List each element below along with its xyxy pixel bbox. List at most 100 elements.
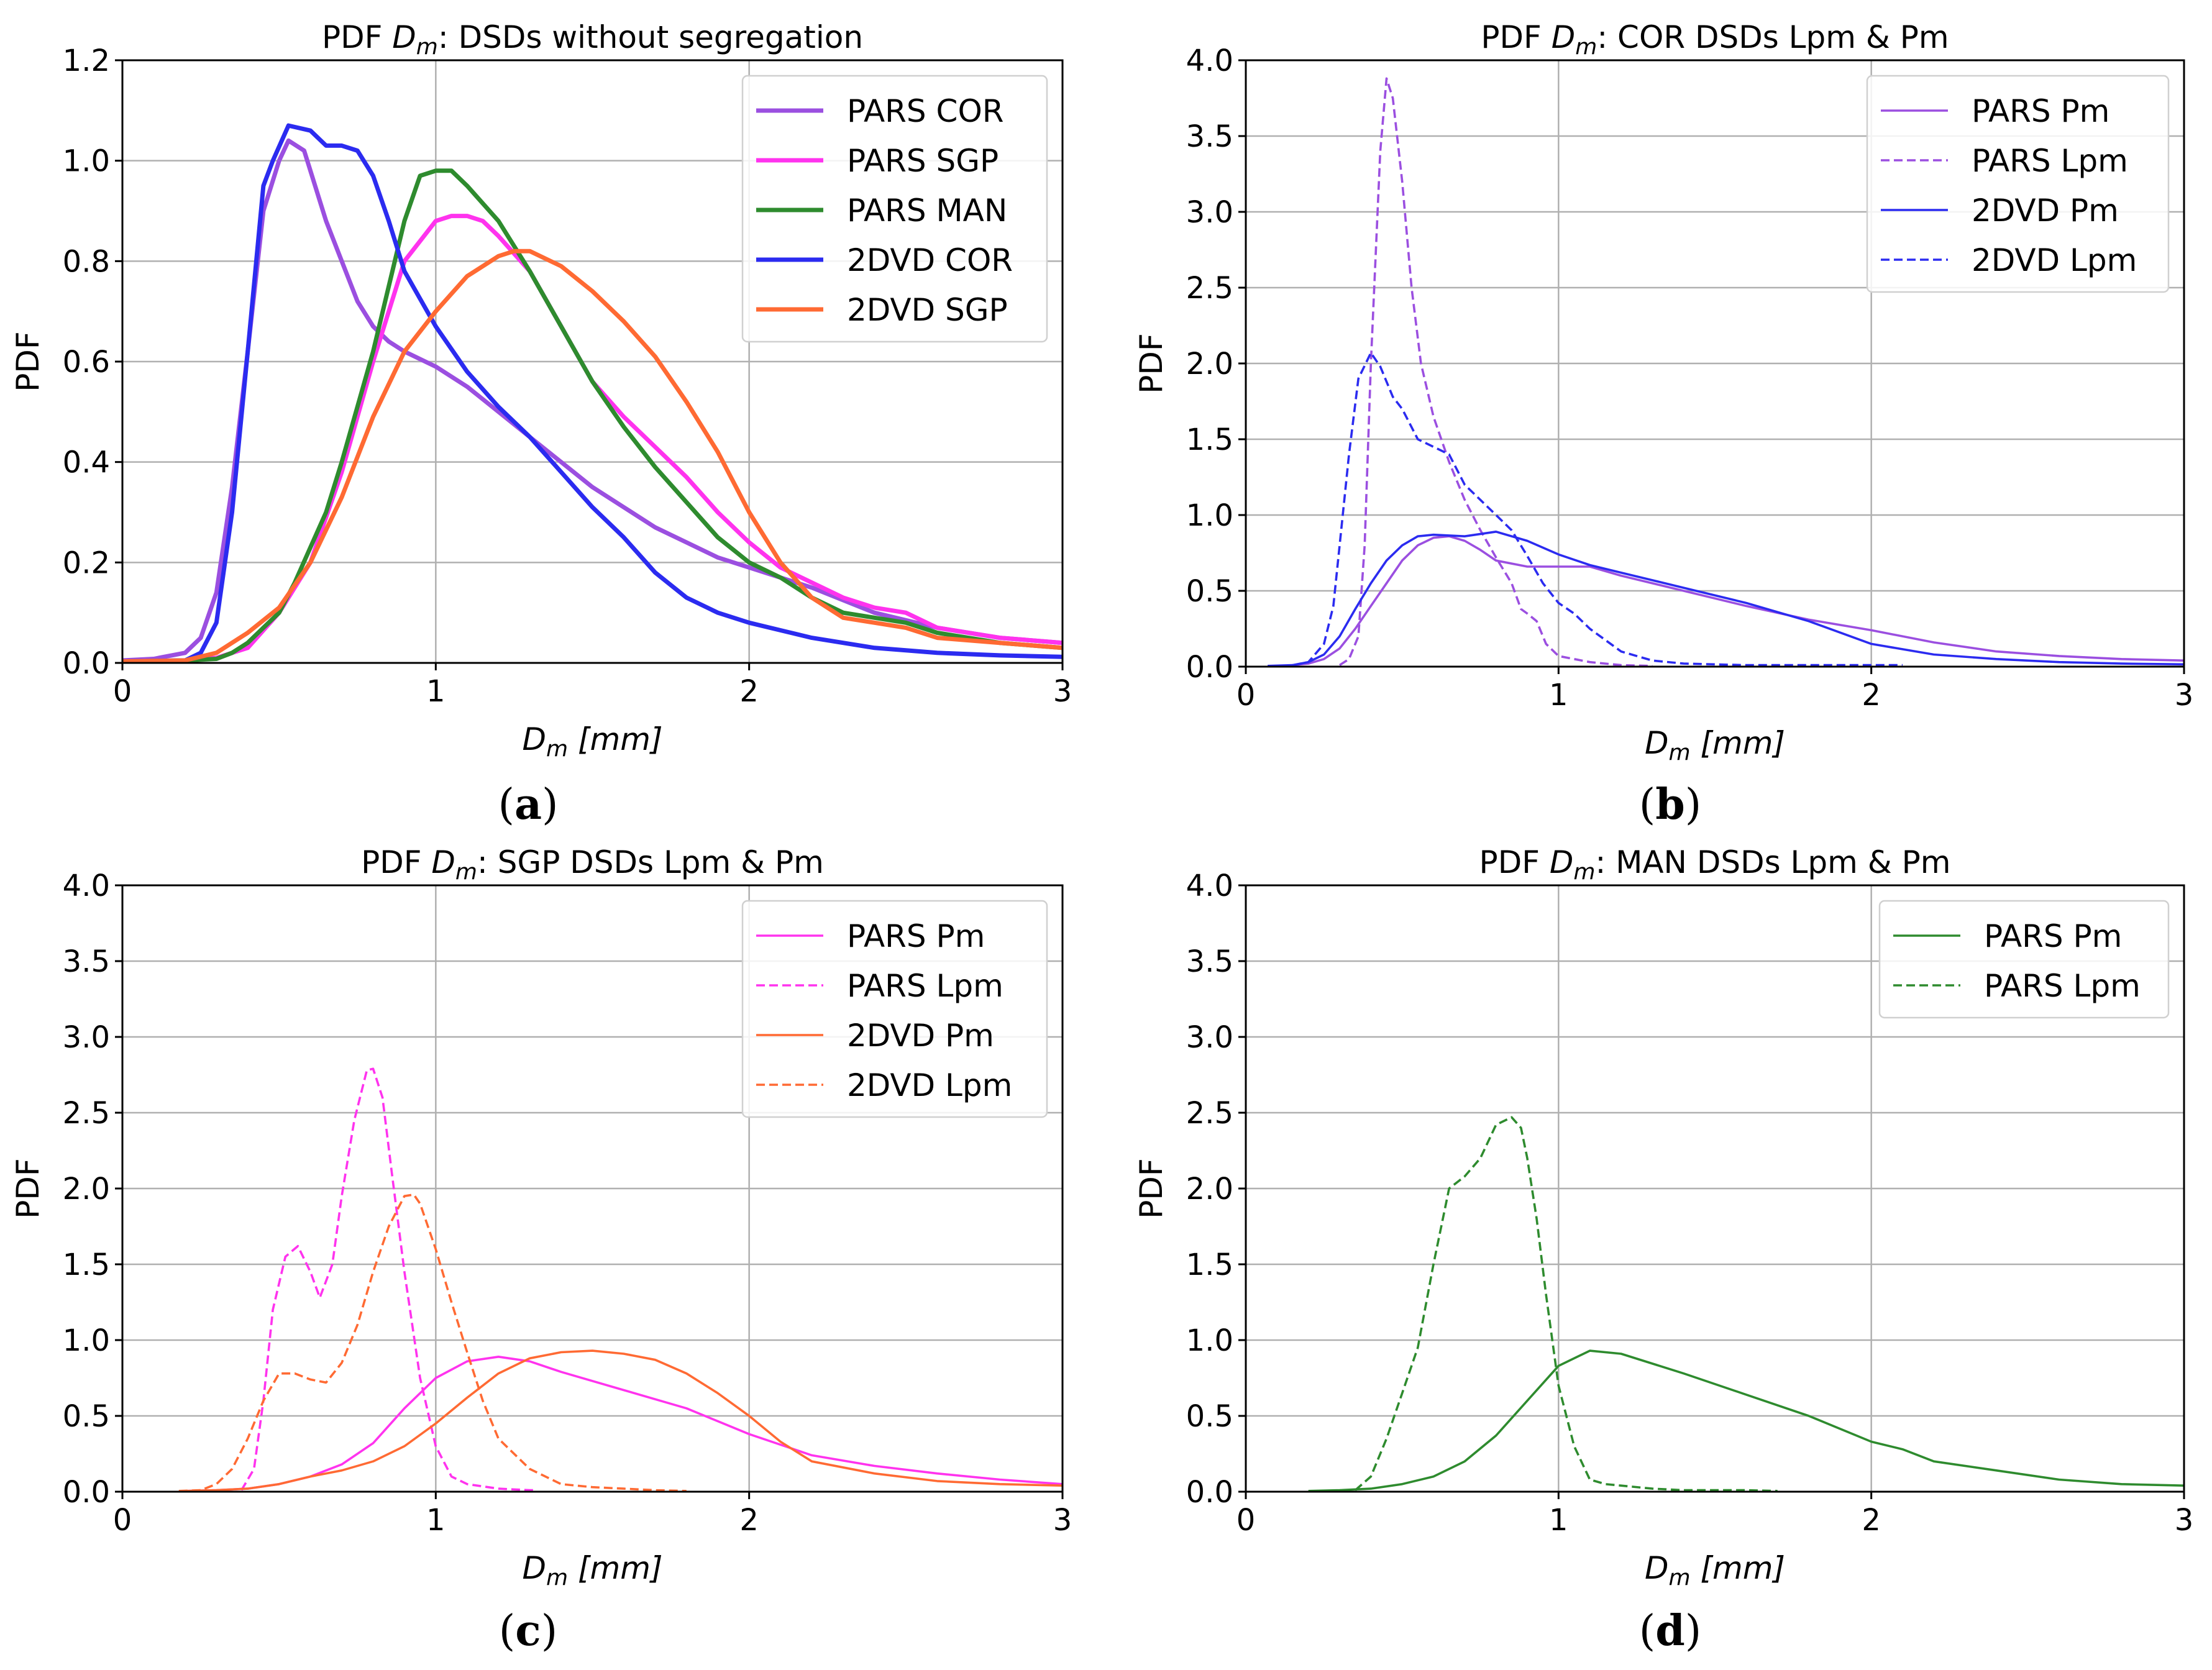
title-suffix: : MAN DSDs Lpm & Pm <box>1595 844 1950 880</box>
series-line-2dvd-pm <box>185 1349 1063 1492</box>
y-tick-label: 1.0 <box>63 144 110 179</box>
title-prefix: PDF <box>1481 19 1551 55</box>
x-axis-label: Dm [mm] <box>523 1550 663 1590</box>
panel-label-close: ) <box>1685 780 1702 829</box>
legend-label: 2DVD COR <box>847 242 1013 278</box>
y-tick-label: 0.4 <box>63 445 110 480</box>
panel-label-open: ( <box>498 780 514 829</box>
x-label-variable: D <box>1645 1550 1669 1586</box>
y-axis-label: PDF <box>10 1158 46 1218</box>
title-variable: D <box>392 19 416 55</box>
legend-label: PARS Pm <box>1984 918 2122 954</box>
series-line-pars-lpm <box>1339 77 1653 667</box>
panel-label: (b) <box>1639 780 1702 829</box>
chart-title: PDF Dm: MAN DSDs Lpm & Pm <box>1479 844 1951 885</box>
x-tick-label: 3 <box>1053 1503 1072 1538</box>
x-label-unit: [mm] <box>568 1550 662 1586</box>
x-tick-label: 2 <box>739 1503 759 1538</box>
series-line-pars-pm <box>185 1356 1063 1492</box>
x-tick-label: 1 <box>426 674 446 709</box>
x-tick-label: 1 <box>1549 678 1568 713</box>
title-subscript: m <box>1575 34 1597 60</box>
x-tick-label: 2 <box>1862 678 1881 713</box>
series-line-2dvd-cor <box>122 123 1063 663</box>
chart-title: PDF Dm: COR DSDs Lpm & Pm <box>1481 19 1949 60</box>
y-tick-label: 3.5 <box>1186 119 1233 154</box>
y-tick-label: 3.0 <box>1186 1020 1233 1055</box>
x-label-subscript: m <box>546 736 568 762</box>
x-label-variable: D <box>523 721 547 757</box>
y-tick-label: 1.2 <box>63 43 110 78</box>
y-tick-label: 3.5 <box>1186 944 1233 979</box>
x-tick-label: 0 <box>1236 678 1256 713</box>
legend-box <box>1866 75 2170 293</box>
x-label-subscript: m <box>1669 740 1691 765</box>
y-tick-label: 4.0 <box>1186 869 1233 903</box>
y-tick-label: 0.0 <box>63 646 110 681</box>
chart-title: PDF Dm: DSDs without segregation <box>322 19 863 60</box>
panel-label-open: ( <box>499 1607 516 1656</box>
x-label-unit: [mm] <box>1691 1550 1785 1586</box>
y-tick-label: 0.0 <box>63 1475 110 1510</box>
y-tick-label: 1.0 <box>1186 1323 1233 1358</box>
y-tick-label: 0.0 <box>1186 1475 1233 1510</box>
chart-title: PDF Dm: SGP DSDs Lpm & Pm <box>361 844 824 885</box>
y-tick-label: 4.0 <box>63 869 110 903</box>
legend: PARS Pm PARS Lpm <box>1878 900 2170 1019</box>
y-tick-label: 2.5 <box>1186 1096 1233 1131</box>
legend-label: PARS Lpm <box>1972 143 2128 179</box>
x-tick-label: 2 <box>739 674 759 709</box>
x-label-subscript: m <box>1669 1565 1691 1590</box>
legend-label: 2DVD Pm <box>1972 193 2119 229</box>
legend-box <box>741 900 1048 1118</box>
x-label-unit: [mm] <box>568 721 662 757</box>
y-tick-label: 3.0 <box>1186 195 1233 230</box>
x-axis-label: Dm [mm] <box>523 721 663 762</box>
legend: PARS Pm PARS Lpm 2DVD Pm 2DVD Lpm <box>741 900 1048 1118</box>
x-tick-label: 3 <box>1053 674 1072 709</box>
x-label-variable: D <box>1645 725 1669 761</box>
x-tick-label: 2 <box>1862 1503 1881 1538</box>
panel-label-close: ) <box>542 780 559 829</box>
x-tick-label: 1 <box>426 1503 446 1538</box>
series-line-2dvd-pm <box>1268 531 2184 667</box>
y-axis-label: PDF <box>1133 1158 1169 1218</box>
series-line-pars-lpm <box>1355 1116 1778 1492</box>
title-suffix: : COR DSDs Lpm & Pm <box>1597 19 1949 55</box>
y-tick-label: 0.2 <box>63 545 110 580</box>
legend-label: 2DVD Lpm <box>1972 242 2137 278</box>
panel-label: (d) <box>1639 1606 1702 1656</box>
y-tick-label: 2.0 <box>1186 1172 1233 1207</box>
legend-label: 2DVD Lpm <box>847 1067 1012 1103</box>
y-tick-label: 1.5 <box>1186 1248 1233 1282</box>
series-line-2dvd-lpm <box>1292 352 1903 667</box>
x-tick-label: 3 <box>2175 678 2194 713</box>
panel-label-letter: d <box>1655 1606 1685 1656</box>
x-label-unit: [mm] <box>1691 725 1785 761</box>
x-axis-label: Dm [mm] <box>1645 1550 1785 1590</box>
title-variable: D <box>1552 19 1576 55</box>
legend: PARS COR PARS SGP PARS MAN 2DVD COR 2DVD SGP <box>741 75 1048 343</box>
x-axis-label: Dm [mm] <box>1645 725 1785 765</box>
y-tick-label: 1.0 <box>1186 498 1233 533</box>
legend-box <box>741 75 1048 343</box>
legend: PARS Pm PARS Lpm 2DVD Pm 2DVD Lpm <box>1866 75 2170 293</box>
x-tick-label: 0 <box>113 1503 132 1538</box>
panel-label-open: ( <box>1639 1607 1656 1656</box>
y-tick-label: 0.5 <box>1186 574 1233 609</box>
y-tick-label: 2.5 <box>1186 271 1233 306</box>
legend-label: PARS MAN <box>847 193 1007 229</box>
panel-label: (a) <box>498 780 558 829</box>
panel-label-open: ( <box>1639 780 1656 829</box>
y-tick-label: 0.0 <box>1186 650 1233 685</box>
title-prefix: PDF <box>322 19 392 55</box>
y-tick-label: 2.0 <box>63 1172 110 1207</box>
y-tick-label: 0.6 <box>63 345 110 380</box>
y-tick-label: 0.5 <box>63 1399 110 1434</box>
x-label-variable: D <box>523 1550 547 1586</box>
legend-box <box>1878 900 2170 1019</box>
y-tick-label: 0.8 <box>63 244 110 279</box>
series-line-2dvd-sgp <box>122 249 1063 663</box>
